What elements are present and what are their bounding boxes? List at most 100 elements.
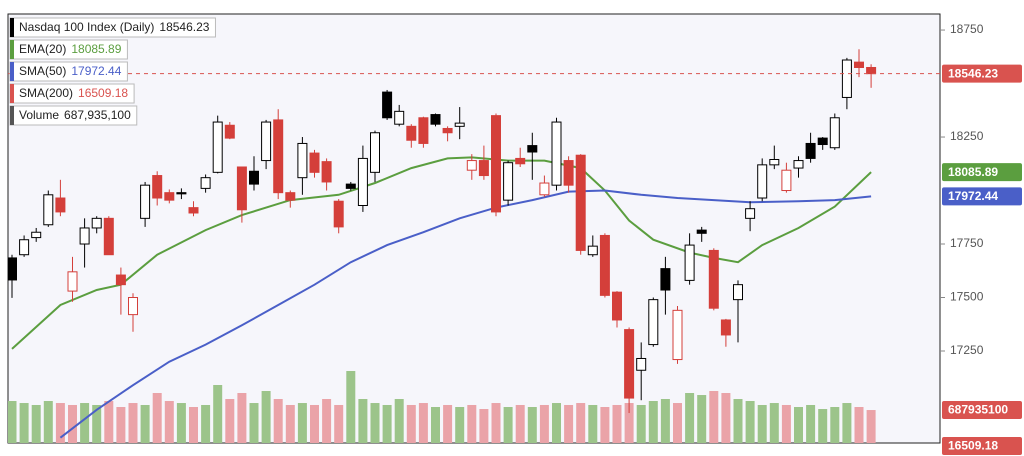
volume-bar [92,404,102,443]
candle-body [67,271,78,292]
volume-tag-bg [942,401,1022,420]
candle-body [273,119,284,194]
volume-bar [164,401,174,443]
volume-bar [624,403,634,443]
volume-bar [745,401,755,443]
candle-body [454,122,465,127]
candle-body [103,217,114,256]
volume-bar [225,398,235,443]
volume-bar [152,393,162,443]
ma-line [59,189,872,439]
volume-bar [769,403,779,443]
legend-label: EMA(20) [19,42,66,56]
y-tick-label: 18750 [950,22,984,36]
candle-body [164,192,175,201]
volume-bar [479,409,489,443]
candle-body [115,274,126,286]
legend-value: 16509.18 [78,86,128,100]
volume-bar [794,407,803,443]
candle-layer [8,49,877,414]
volume-bar [842,403,852,443]
ma-line [11,156,872,350]
volume-bar [781,404,791,443]
legend-value: 687,935,100 [64,108,131,122]
volume-bar [721,393,731,443]
volume-bar [406,404,416,443]
volume-layer [8,371,876,443]
candle-body [297,142,308,179]
legend-value: 17972.44 [71,64,121,78]
candle-body [612,291,622,321]
candle-body [309,152,320,173]
candle-body [503,162,514,201]
price-tag-bg [942,64,1022,83]
candle-body [866,66,877,75]
candle-body [430,114,441,125]
candle-body [769,158,780,166]
candle-body [672,309,683,361]
volume-bar [418,403,428,443]
candle-body [200,177,211,189]
volume-bar [128,403,138,443]
legend-label: SMA(50) [19,64,66,78]
y-tick-label: 18250 [950,129,984,143]
candle-body [91,217,102,229]
candle-body [854,61,864,68]
candle-body [624,329,635,399]
volume-bar [612,404,622,443]
volume-bar [648,401,658,443]
candle-body [539,182,550,196]
volume-bar [806,404,816,443]
candle-body [442,127,453,134]
candle-body [599,234,610,296]
candle-body [236,166,247,211]
volume-bar [636,404,646,443]
candle-body [648,299,659,346]
volume-bar [285,404,295,443]
candle-body [285,192,296,201]
candle-body [491,115,501,213]
candle-body [636,357,647,371]
volume-bar [140,404,150,443]
candle-body [563,160,574,186]
y-tick-label: 17500 [950,290,984,304]
legend-value: 18085.89 [71,42,121,56]
candle-body [720,319,731,336]
candle-body [140,184,151,219]
volume-bar [201,404,211,443]
legend-value: 18546.23 [159,20,209,34]
volume-bar [31,404,41,443]
candle-body [55,197,66,213]
volume-bar [80,403,90,443]
volume-bar [455,407,465,443]
candle-body [8,257,17,281]
candle-body [805,142,816,159]
candle-body [333,200,344,228]
candle-body [418,117,429,144]
volume-bar [382,404,392,443]
volume-bar [491,403,501,443]
volume-bar [467,404,477,443]
volume-bar [673,403,682,443]
volume-bar [527,407,537,443]
y-tick-label: 17250 [950,343,984,357]
candle-body [79,227,90,245]
volume-bar [431,407,440,443]
volume-bar [685,393,695,443]
candle-body [684,244,695,281]
candle-body [345,183,356,189]
volume-bar [334,404,344,443]
volume-bar [8,401,17,443]
volume-bar [273,398,283,443]
candle-body [357,157,368,206]
legend-swatch [10,18,14,37]
legend-swatch [10,40,14,59]
candle-body [31,231,42,239]
volume-bar [515,404,525,443]
volume-bar [310,404,319,443]
candle-body [128,297,138,316]
volume-bar [854,407,864,443]
candle-body [757,164,768,199]
ma-tag-bg [942,437,1022,455]
volume-bar [818,409,828,443]
